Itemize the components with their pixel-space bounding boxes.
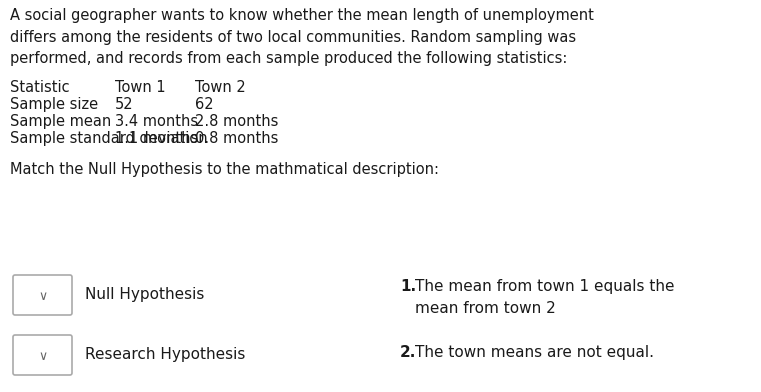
Text: Sample size: Sample size [10, 97, 98, 112]
FancyBboxPatch shape [13, 335, 72, 375]
Text: The town means are not equal.: The town means are not equal. [415, 345, 654, 360]
Text: ∨: ∨ [38, 290, 47, 303]
Text: Statistic: Statistic [10, 80, 69, 95]
Text: Null Hypothesis: Null Hypothesis [85, 287, 205, 303]
Text: A social geographer wants to know whether the mean length of unemployment
differ: A social geographer wants to know whethe… [10, 8, 594, 66]
Text: 2.: 2. [400, 345, 416, 360]
Text: 3.4 months: 3.4 months [115, 114, 198, 129]
Text: Research Hypothesis: Research Hypothesis [85, 347, 245, 363]
Text: Town 2: Town 2 [195, 80, 246, 95]
Text: 1.: 1. [400, 279, 416, 294]
Text: 0.8 months: 0.8 months [195, 131, 279, 146]
Text: The mean from town 1 equals the
mean from town 2: The mean from town 1 equals the mean fro… [415, 279, 674, 316]
Text: Sample mean: Sample mean [10, 114, 111, 129]
Text: 2.8 months: 2.8 months [195, 114, 279, 129]
Text: Match the Null Hypothesis to the mathmatical description:: Match the Null Hypothesis to the mathmat… [10, 162, 439, 177]
Text: ∨: ∨ [38, 350, 47, 363]
Text: Sample standard deviation: Sample standard deviation [10, 131, 208, 146]
Text: Town 1: Town 1 [115, 80, 166, 95]
Text: 52: 52 [115, 97, 134, 112]
Text: 1.1 months: 1.1 months [115, 131, 199, 146]
FancyBboxPatch shape [13, 275, 72, 315]
Text: 62: 62 [195, 97, 214, 112]
